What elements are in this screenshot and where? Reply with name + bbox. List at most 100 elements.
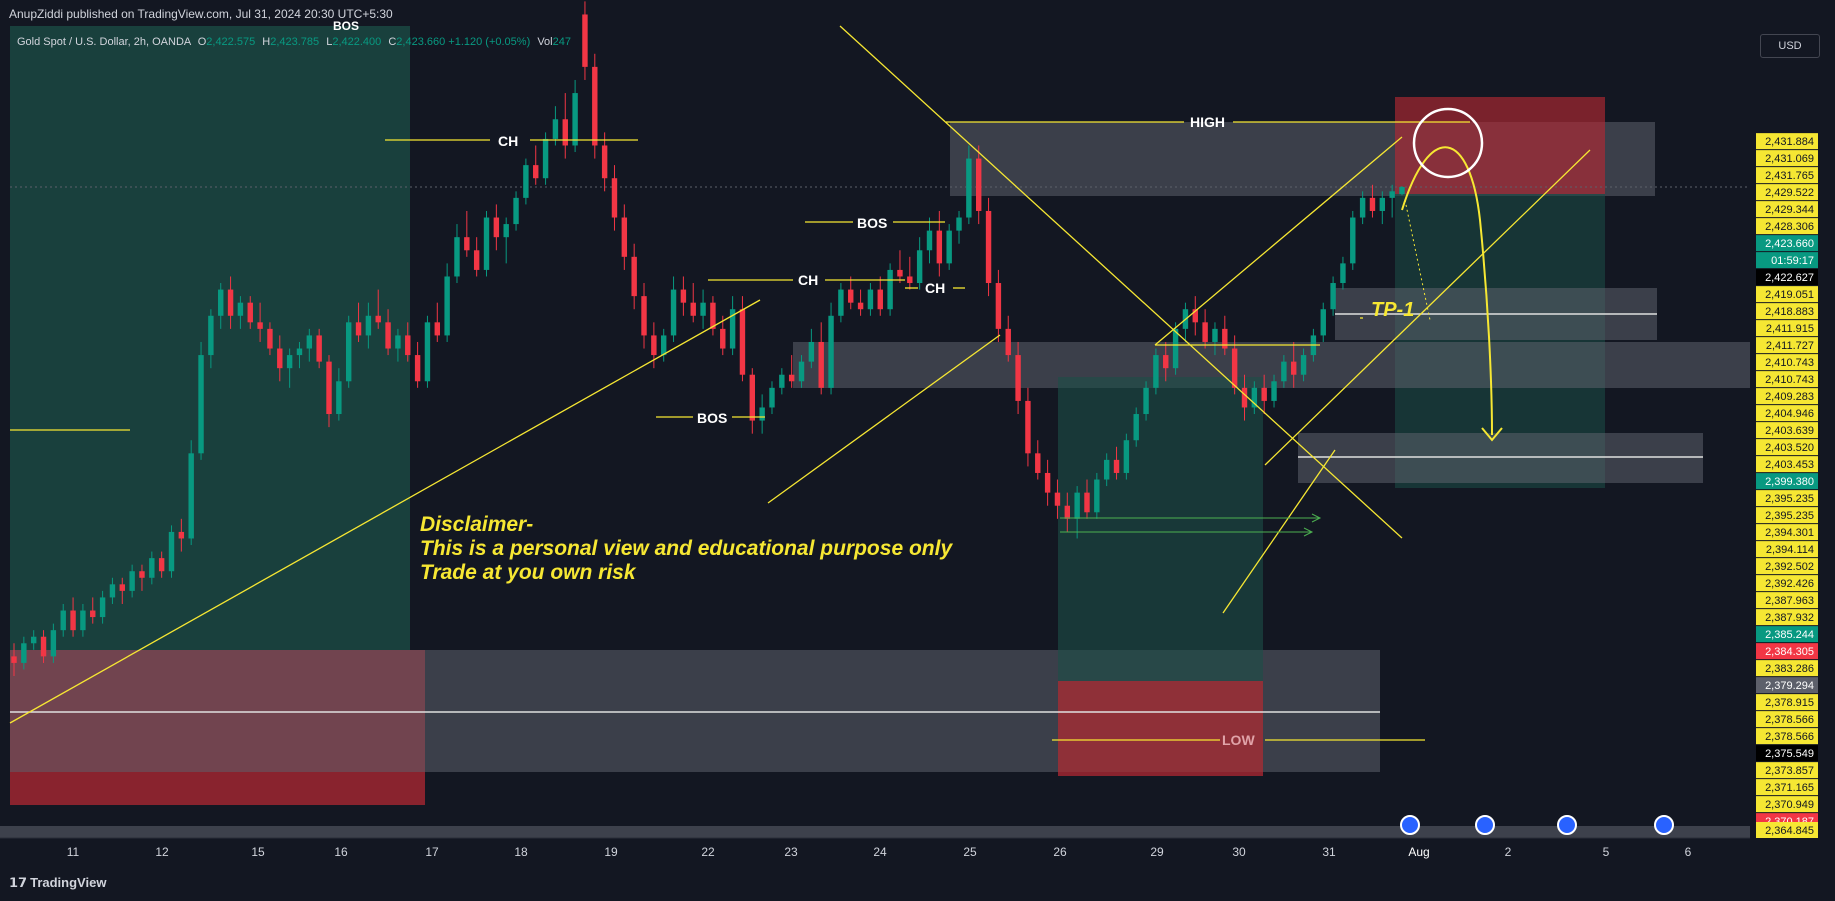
candle-body <box>582 14 588 67</box>
price-label-bg <box>1756 184 1818 201</box>
time-tick-label: 16 <box>334 845 348 859</box>
close-label: C <box>388 36 397 48</box>
candle-body <box>1212 328 1218 342</box>
candle-body <box>385 322 391 349</box>
price-label-bg <box>1756 252 1818 269</box>
time-tick-label: 24 <box>873 845 887 859</box>
time-tick-label: 31 <box>1322 845 1336 859</box>
label-low: LOW <box>1222 732 1255 748</box>
candle-body <box>355 322 362 336</box>
candle-body <box>375 315 381 323</box>
zone-red-bottom <box>1058 681 1263 776</box>
candle-body <box>552 119 559 139</box>
candle-body <box>1025 400 1031 454</box>
event-flag-icon <box>1475 815 1495 835</box>
candle-body <box>1330 283 1336 310</box>
disclaimer-line-1: Disclaimer- <box>420 513 534 536</box>
candle-body <box>1281 361 1287 382</box>
event-flags <box>1400 815 1674 835</box>
candle-body <box>966 158 972 218</box>
candle-body <box>149 558 155 578</box>
brand-name: TradingView <box>30 875 107 890</box>
price-label-bg <box>1756 167 1818 184</box>
price-label: 2,394.114 <box>1766 544 1814 556</box>
price-label-bg <box>1756 796 1818 813</box>
price-label-bg <box>1756 558 1818 575</box>
price-label-bg <box>1756 388 1818 405</box>
price-label: 01:59:17 <box>1771 255 1814 267</box>
scroll-strip <box>0 826 1750 838</box>
candle-body <box>700 302 706 316</box>
candle-body <box>769 387 775 408</box>
time-tick-label: 15 <box>251 845 265 859</box>
candle-body <box>631 256 637 297</box>
candle-body <box>808 341 815 362</box>
price-label-bg <box>1756 541 1818 558</box>
candle-body <box>1084 492 1090 513</box>
price-label: 2,431.069 <box>1765 153 1814 165</box>
candle-body <box>434 322 440 336</box>
candle-body <box>1320 309 1326 336</box>
time-tick-label: 22 <box>701 845 715 859</box>
candle-body <box>523 165 529 198</box>
disclaimer-line-2: This is a personal view and educational … <box>420 537 953 560</box>
time-tick-label: 23 <box>784 845 798 859</box>
candle-body <box>1291 361 1297 375</box>
candle-body <box>257 322 263 329</box>
footer-brand[interactable]: 𝟭𝟳 TradingView <box>9 875 106 891</box>
candle-body <box>1350 217 1356 264</box>
candle-body <box>30 636 37 644</box>
time-tick-label: 11 <box>67 845 80 859</box>
candle-body <box>562 119 568 146</box>
candle-body <box>877 289 883 310</box>
candle-body <box>395 335 401 349</box>
time-tick-label: 12 <box>155 845 169 859</box>
open-label: O <box>197 36 207 48</box>
candle-body <box>119 584 125 591</box>
price-label: 2,410.743 <box>1765 374 1814 386</box>
candle-body <box>828 315 834 388</box>
price-label-bg <box>1756 575 1818 592</box>
candle-body <box>208 315 214 356</box>
candle-body <box>306 335 313 349</box>
candle-body <box>1044 472 1051 493</box>
candle-body <box>739 309 746 375</box>
price-label: 2,409.283 <box>1765 391 1814 403</box>
candle-body <box>1074 492 1080 519</box>
candle-body <box>611 178 618 218</box>
candle-body <box>464 237 470 251</box>
price-label-bg <box>1756 269 1818 286</box>
disclaimer: Disclaimer- This is a personal view and … <box>420 513 952 585</box>
price-label: 2,370.949 <box>1765 799 1814 811</box>
price-label-bg <box>1756 218 1818 235</box>
currency-button[interactable]: USD <box>1760 34 1820 58</box>
candle-body <box>1271 381 1277 401</box>
candle-body <box>286 355 293 369</box>
candle-body <box>533 165 539 179</box>
candle-body <box>759 407 765 421</box>
candle-body <box>50 630 57 657</box>
price-label-bg <box>1756 507 1818 524</box>
price-label-bg <box>1756 439 1818 456</box>
candle-body <box>405 335 411 356</box>
candle-body <box>227 289 234 316</box>
candle-body <box>542 138 549 179</box>
price-label: 2,410.743 <box>1765 357 1814 369</box>
price-label: 2,378.566 <box>1765 714 1814 726</box>
price-label-bg <box>1756 303 1818 320</box>
time-tick-label: Aug <box>1408 845 1429 859</box>
candle-body <box>21 643 27 663</box>
candle-body <box>158 558 165 572</box>
label-bos-2: BOS <box>697 410 727 426</box>
target-circle <box>1412 107 1484 179</box>
candle-body <box>1133 414 1139 441</box>
candle-body <box>316 335 322 362</box>
candle-body <box>139 571 145 578</box>
price-label: 2,403.639 <box>1765 425 1814 437</box>
candle-body <box>247 302 253 323</box>
price-label-bg <box>1756 643 1818 660</box>
publisher-text: AnupZiddi published on TradingView.com, … <box>9 7 393 21</box>
price-label-bg <box>1756 133 1818 150</box>
symbol-info: Gold Spot / U.S. Dollar, 2h, OANDA O2,42… <box>17 36 571 48</box>
